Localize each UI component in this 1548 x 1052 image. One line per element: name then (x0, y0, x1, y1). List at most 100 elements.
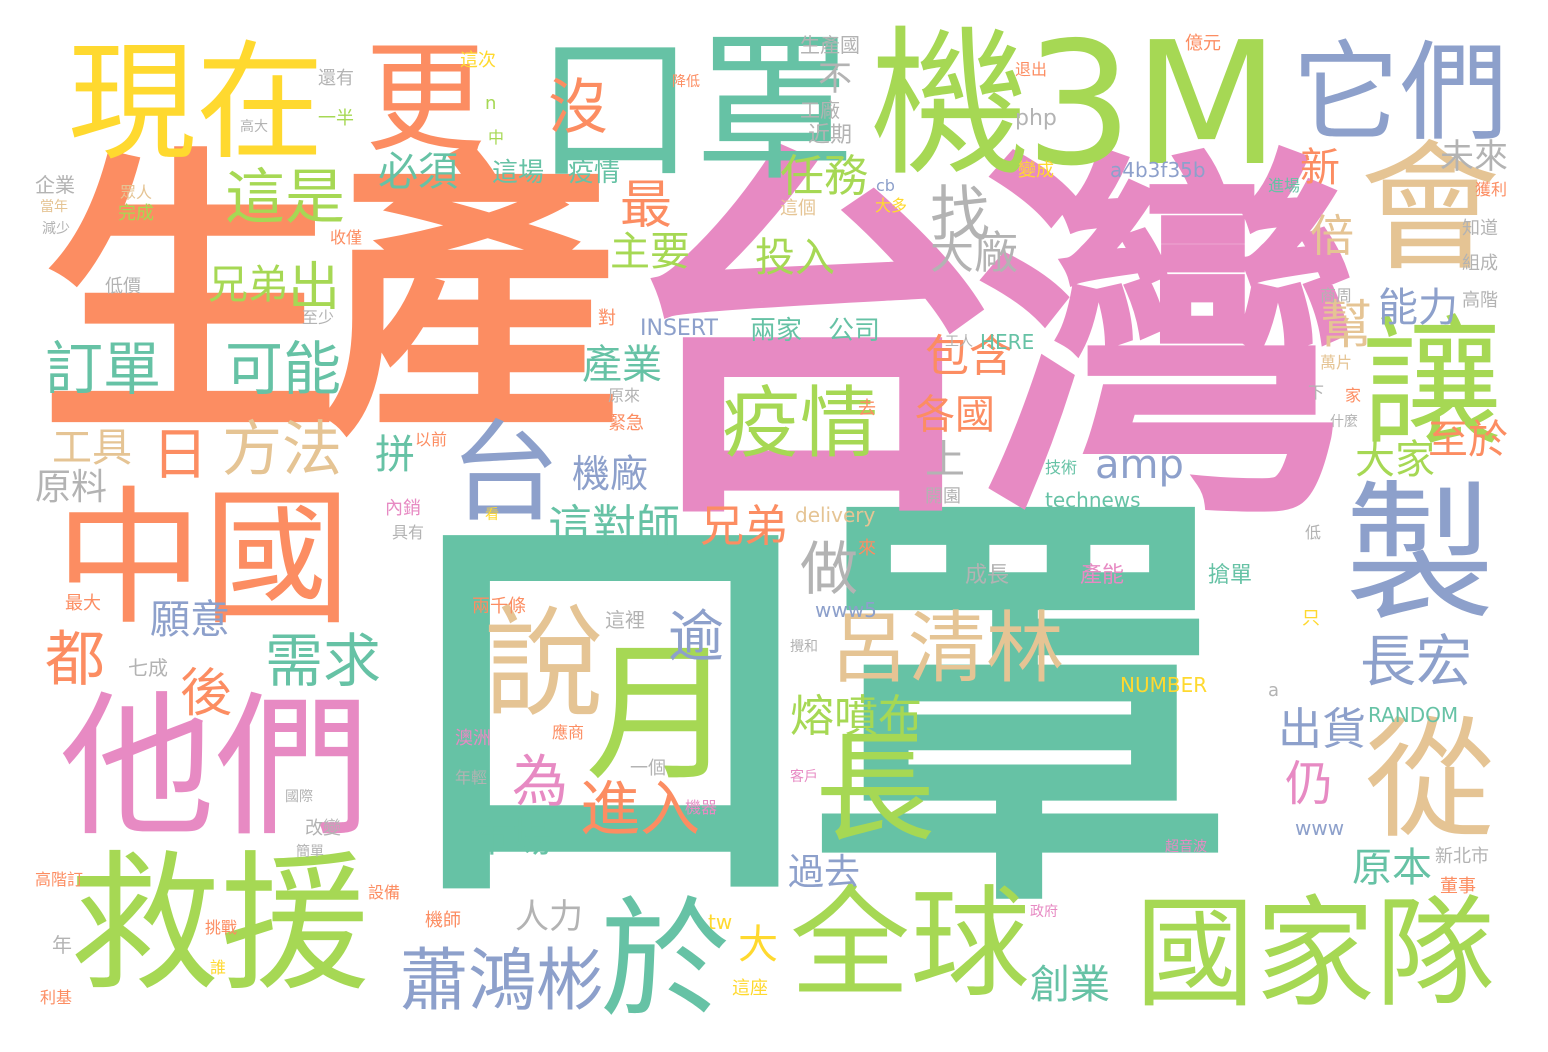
word-channeng: 產能 (1080, 563, 1125, 588)
word-geng: 更 (365, 30, 485, 169)
word-zhezuo: 這座 (732, 978, 768, 999)
word-taiwan: 台灣 (620, 118, 1360, 566)
word-quanqiu: 全球 (790, 875, 1030, 1014)
word-wanpian: 萬片 (1320, 353, 1353, 372)
word-weilai: 未來 (1440, 137, 1508, 177)
word-zheshi: 這是 (225, 163, 345, 233)
word-jia: 家 (1345, 386, 1362, 405)
word-yiqian: 以前 (415, 430, 448, 449)
word-tamen: 他們 (60, 677, 370, 858)
word-fangfa: 方法 (222, 415, 342, 485)
word-gongju: 工具 (52, 425, 132, 471)
word-xinbeishi: 新北市 (1435, 846, 1489, 867)
word-yuanliao: 原料 (35, 467, 108, 508)
word-chu: 出 (288, 258, 341, 318)
word-chanye: 產業 (582, 342, 662, 388)
word-zheci: 這次 (460, 50, 496, 71)
word-jinqi: 近期 (808, 123, 853, 148)
word-yu: 於 (600, 884, 731, 1036)
word-a4b: a4b3f35b (1110, 158, 1206, 182)
word-bei: 倍 (1310, 211, 1354, 262)
word-cb: cb (876, 176, 895, 195)
word-koujhao-top: 口罩 (535, 16, 856, 203)
word-tiaozhan: 挑戰 (205, 918, 238, 937)
word-yu2: 逾 (668, 605, 724, 670)
word-changhong: 長宏 (1360, 630, 1472, 695)
word-yiqing-small: 疫情 (568, 158, 621, 188)
word-dachang: 大廠 (930, 228, 1018, 279)
word-guoqu: 過去 (788, 852, 861, 893)
word-renli: 人力 (515, 897, 583, 937)
word-gaoda: 高大 (240, 119, 268, 135)
word-qicheng: 七成 (128, 656, 168, 680)
word-chuangye: 創業 (1030, 962, 1110, 1008)
word-shengchan: 生產 (40, 125, 620, 474)
word-nengli: 能力 (1378, 285, 1458, 331)
word-zui: 最 (620, 176, 673, 236)
word-lvqinglin: 呂清林 (830, 604, 1065, 694)
word-juyou: 具有 (392, 523, 425, 542)
word-haiyou: 還有 (318, 68, 354, 89)
word-zhege: 這個 (780, 198, 816, 219)
word-daduo: 大多 (875, 196, 908, 215)
word-zhao: 找 (930, 180, 990, 250)
word-xianzai: 現在 (68, 29, 325, 178)
word-jiqi: 機器 (685, 798, 718, 817)
word-chuhuo: 出貨 (1278, 704, 1366, 755)
word-here: HERE (980, 330, 1035, 354)
word-nianqing: 年輕 (455, 768, 488, 787)
word-zhishao: 至少 (302, 308, 335, 327)
word-zhiyu: 至於 (1428, 417, 1508, 463)
word-yige: 一個 (630, 758, 666, 779)
word-tw: tw (708, 910, 733, 934)
word-dui: 對 (598, 308, 616, 329)
word-xiaohongbin: 蕭鴻彬 (400, 942, 605, 1021)
word-dingdan: 訂單 (45, 335, 162, 403)
word-neixiao: 內銷 (385, 498, 421, 519)
word-hou: 後 (180, 664, 233, 724)
word-bixu: 必須 (378, 149, 458, 195)
word-xin: 新 (1300, 145, 1340, 191)
word-gaojieding: 高階訂 (35, 870, 84, 889)
word-liangjia: 兩家 (750, 316, 803, 346)
word-wancheng: 完成 (118, 203, 154, 224)
word-shui: 誰 (210, 958, 227, 977)
word-zhuyao: 主要 (610, 229, 690, 275)
word-delivery: delivery (795, 503, 876, 527)
word-number: NUMBER (1120, 673, 1208, 697)
word-rang: 讓 (1362, 303, 1503, 466)
word-zuo: 做 (800, 535, 859, 603)
word-jichang: 機廠 (572, 452, 649, 496)
word-yue: 月 (585, 628, 736, 802)
word-xuqiu: 需求 (265, 627, 382, 695)
word-yingshang: 應商 (552, 723, 585, 742)
word-3m: 3M (1025, 6, 1280, 204)
word-tai: 台 (450, 409, 560, 537)
word-chaoyinbo: 超音波 (1165, 839, 1207, 855)
word-zhechang: 這場 (492, 158, 545, 188)
word-jianshao: 減少 (42, 221, 70, 237)
word-guoji: 國際 (285, 789, 313, 805)
word-renwu: 任務 (780, 151, 868, 202)
word-yiban: 一半 (318, 108, 354, 129)
word-amp: amp (1095, 442, 1184, 488)
word-qiye: 企業 (35, 173, 75, 197)
word-chengzhang: 成長 (965, 563, 1010, 588)
word-jinchang: 進場 (1268, 176, 1301, 195)
word-bu: 不 (818, 59, 852, 99)
word-wei: 為 (512, 750, 568, 815)
word-yuanben: 原本 (1352, 845, 1432, 891)
word-rongpenbu: 熔噴布 (790, 691, 922, 742)
word-jishi: 機師 (425, 910, 461, 931)
word-bang: 幫 (1320, 296, 1373, 356)
word-xia: 下 (1308, 383, 1325, 402)
word-geguo: 各國 (915, 392, 995, 438)
word-dongshi: 董事 (1440, 876, 1476, 897)
word-cong: 從 (1365, 704, 1496, 856)
word-koujhao-big: 口罩 (395, 460, 1235, 960)
word-baohan: 包含 (925, 331, 1013, 382)
word-jinru: 進入 (580, 775, 700, 845)
word-huoli: 獲利 (1475, 180, 1508, 199)
word-zhongren: 眾人 (120, 183, 153, 202)
